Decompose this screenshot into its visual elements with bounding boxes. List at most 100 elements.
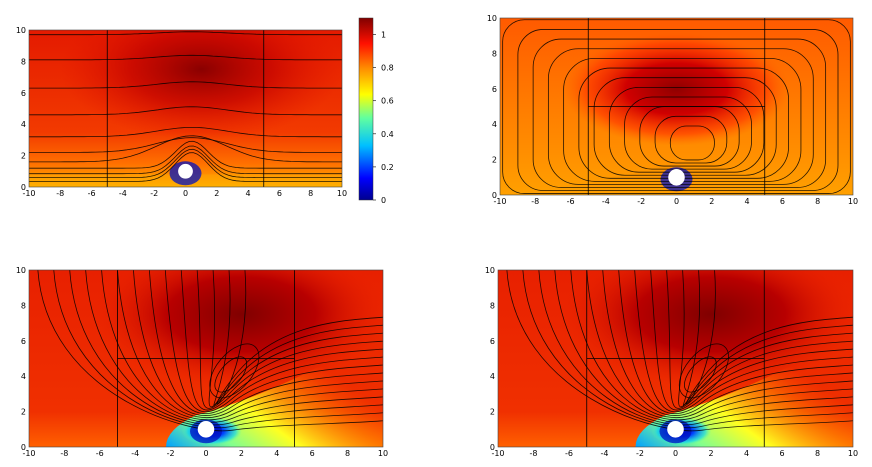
y-tick-label: 6 <box>21 89 26 98</box>
streamline <box>29 137 342 153</box>
streamline <box>602 270 853 416</box>
streamline <box>547 48 814 185</box>
x-tick-label: -4 <box>131 449 139 458</box>
streamline <box>522 270 853 429</box>
y-tick-label: 10 <box>487 14 497 23</box>
plot-frame <box>28 29 343 188</box>
x-tick-label: -8 <box>60 449 68 458</box>
streamline <box>538 270 853 426</box>
streamline <box>148 270 383 414</box>
streamline <box>608 86 765 173</box>
streamline <box>517 29 839 191</box>
y-tick-label: 8 <box>21 301 26 310</box>
streamlines <box>506 270 853 432</box>
x-tick-label: 2 <box>239 449 244 458</box>
x-tick-label: 6 <box>277 189 282 198</box>
x-tick-label: 6 <box>779 449 784 458</box>
x-tick-label: 10 <box>848 197 858 206</box>
x-tick-label: -4 <box>119 189 127 198</box>
x-tick-label: -2 <box>636 449 644 458</box>
streamline <box>29 145 342 175</box>
streamline <box>570 270 853 421</box>
x-tick-label: -8 <box>531 197 539 206</box>
plot-frame <box>497 269 854 448</box>
x-tick-label: 8 <box>815 197 820 206</box>
x-tick-label: 0 <box>674 197 679 206</box>
y-tick-label: 8 <box>21 57 26 66</box>
y-tick-label: 2 <box>21 408 26 417</box>
streamline <box>669 125 715 161</box>
y-tick-label: 4 <box>490 372 495 381</box>
x-tick-label: -8 <box>56 189 64 198</box>
x-tick-label: -6 <box>567 197 575 206</box>
streamline <box>29 127 342 138</box>
x-tick-label: 6 <box>310 449 315 458</box>
plot-frame <box>499 17 854 196</box>
streamline <box>133 270 383 416</box>
streamline <box>624 96 752 170</box>
colorbar: 0 0.2 0.4 0.6 0.8 1 <box>358 17 394 205</box>
y-tick-label: 2 <box>21 152 26 161</box>
x-tick-label: -6 <box>88 189 96 198</box>
streamline <box>502 19 851 194</box>
streamline <box>666 270 853 409</box>
panel-1: -10 -8 -6 -4 -2 0 2 4 6 8 10 0 2 4 6 8 10 0 0.2 0.4 0.6 0.8 1 <box>16 17 394 205</box>
colorbar-tick-label: 0.2 <box>381 163 394 172</box>
streamline <box>650 270 853 411</box>
colorbar-tick-label: 1 <box>381 31 386 40</box>
streamline <box>69 270 383 426</box>
colorbar-tick-label: 0.4 <box>381 130 394 139</box>
streamline <box>654 115 728 164</box>
streamlines <box>37 270 383 432</box>
x-tick-label: 2 <box>709 197 714 206</box>
obstacle-disk <box>197 421 215 438</box>
x-tick-label: 8 <box>308 189 313 198</box>
streamline <box>117 270 383 419</box>
streamline <box>164 270 383 413</box>
x-tick-label: -6 <box>565 449 573 458</box>
streamline <box>209 343 260 399</box>
y-tick-label: 8 <box>492 49 497 58</box>
y-tick-label: 2 <box>492 156 497 165</box>
streamline <box>593 77 777 176</box>
plot-frame <box>28 269 384 448</box>
y-tick-label: 4 <box>492 120 497 129</box>
streamlines <box>29 31 342 182</box>
streamline <box>532 38 827 188</box>
x-tick-label: -2 <box>167 449 175 458</box>
streamline <box>554 270 853 423</box>
colorbar-tick-label: 0.8 <box>381 64 394 73</box>
x-tick-label: 4 <box>745 197 750 206</box>
x-tick-label: -6 <box>96 449 104 458</box>
x-tick-label: 4 <box>274 449 279 458</box>
streamline <box>37 270 383 432</box>
x-tick-label: -2 <box>150 189 158 198</box>
x-tick-label: -8 <box>530 449 538 458</box>
streamline <box>686 270 853 405</box>
streamline <box>29 140 342 169</box>
y-tick-label: 6 <box>490 337 495 346</box>
y-tick-label: 2 <box>490 408 495 417</box>
colorbar-tick-label: 0 <box>381 196 386 205</box>
x-tick-label: -10 <box>22 449 35 458</box>
x-tick-label: 10 <box>378 449 388 458</box>
y-tick-label: 0 <box>490 443 495 452</box>
colorbar-tick-label: 0.6 <box>381 97 394 106</box>
x-tick-label: -4 <box>602 197 610 206</box>
y-tick-label: 4 <box>21 372 26 381</box>
streamline <box>213 270 383 406</box>
streamline <box>208 270 383 408</box>
x-tick-label: -2 <box>637 197 645 206</box>
x-tick-label: 2 <box>214 189 219 198</box>
y-tick-label: 0 <box>492 191 497 200</box>
streamline <box>586 270 853 419</box>
streamline <box>53 270 383 429</box>
y-tick-label: 0 <box>21 183 26 192</box>
streamline <box>29 135 342 163</box>
streamline <box>29 148 342 178</box>
x-tick-label: 8 <box>815 449 820 458</box>
x-tick-label: 10 <box>337 189 347 198</box>
x-tick-label: -10 <box>22 189 35 198</box>
obstacle-disk <box>668 169 685 186</box>
